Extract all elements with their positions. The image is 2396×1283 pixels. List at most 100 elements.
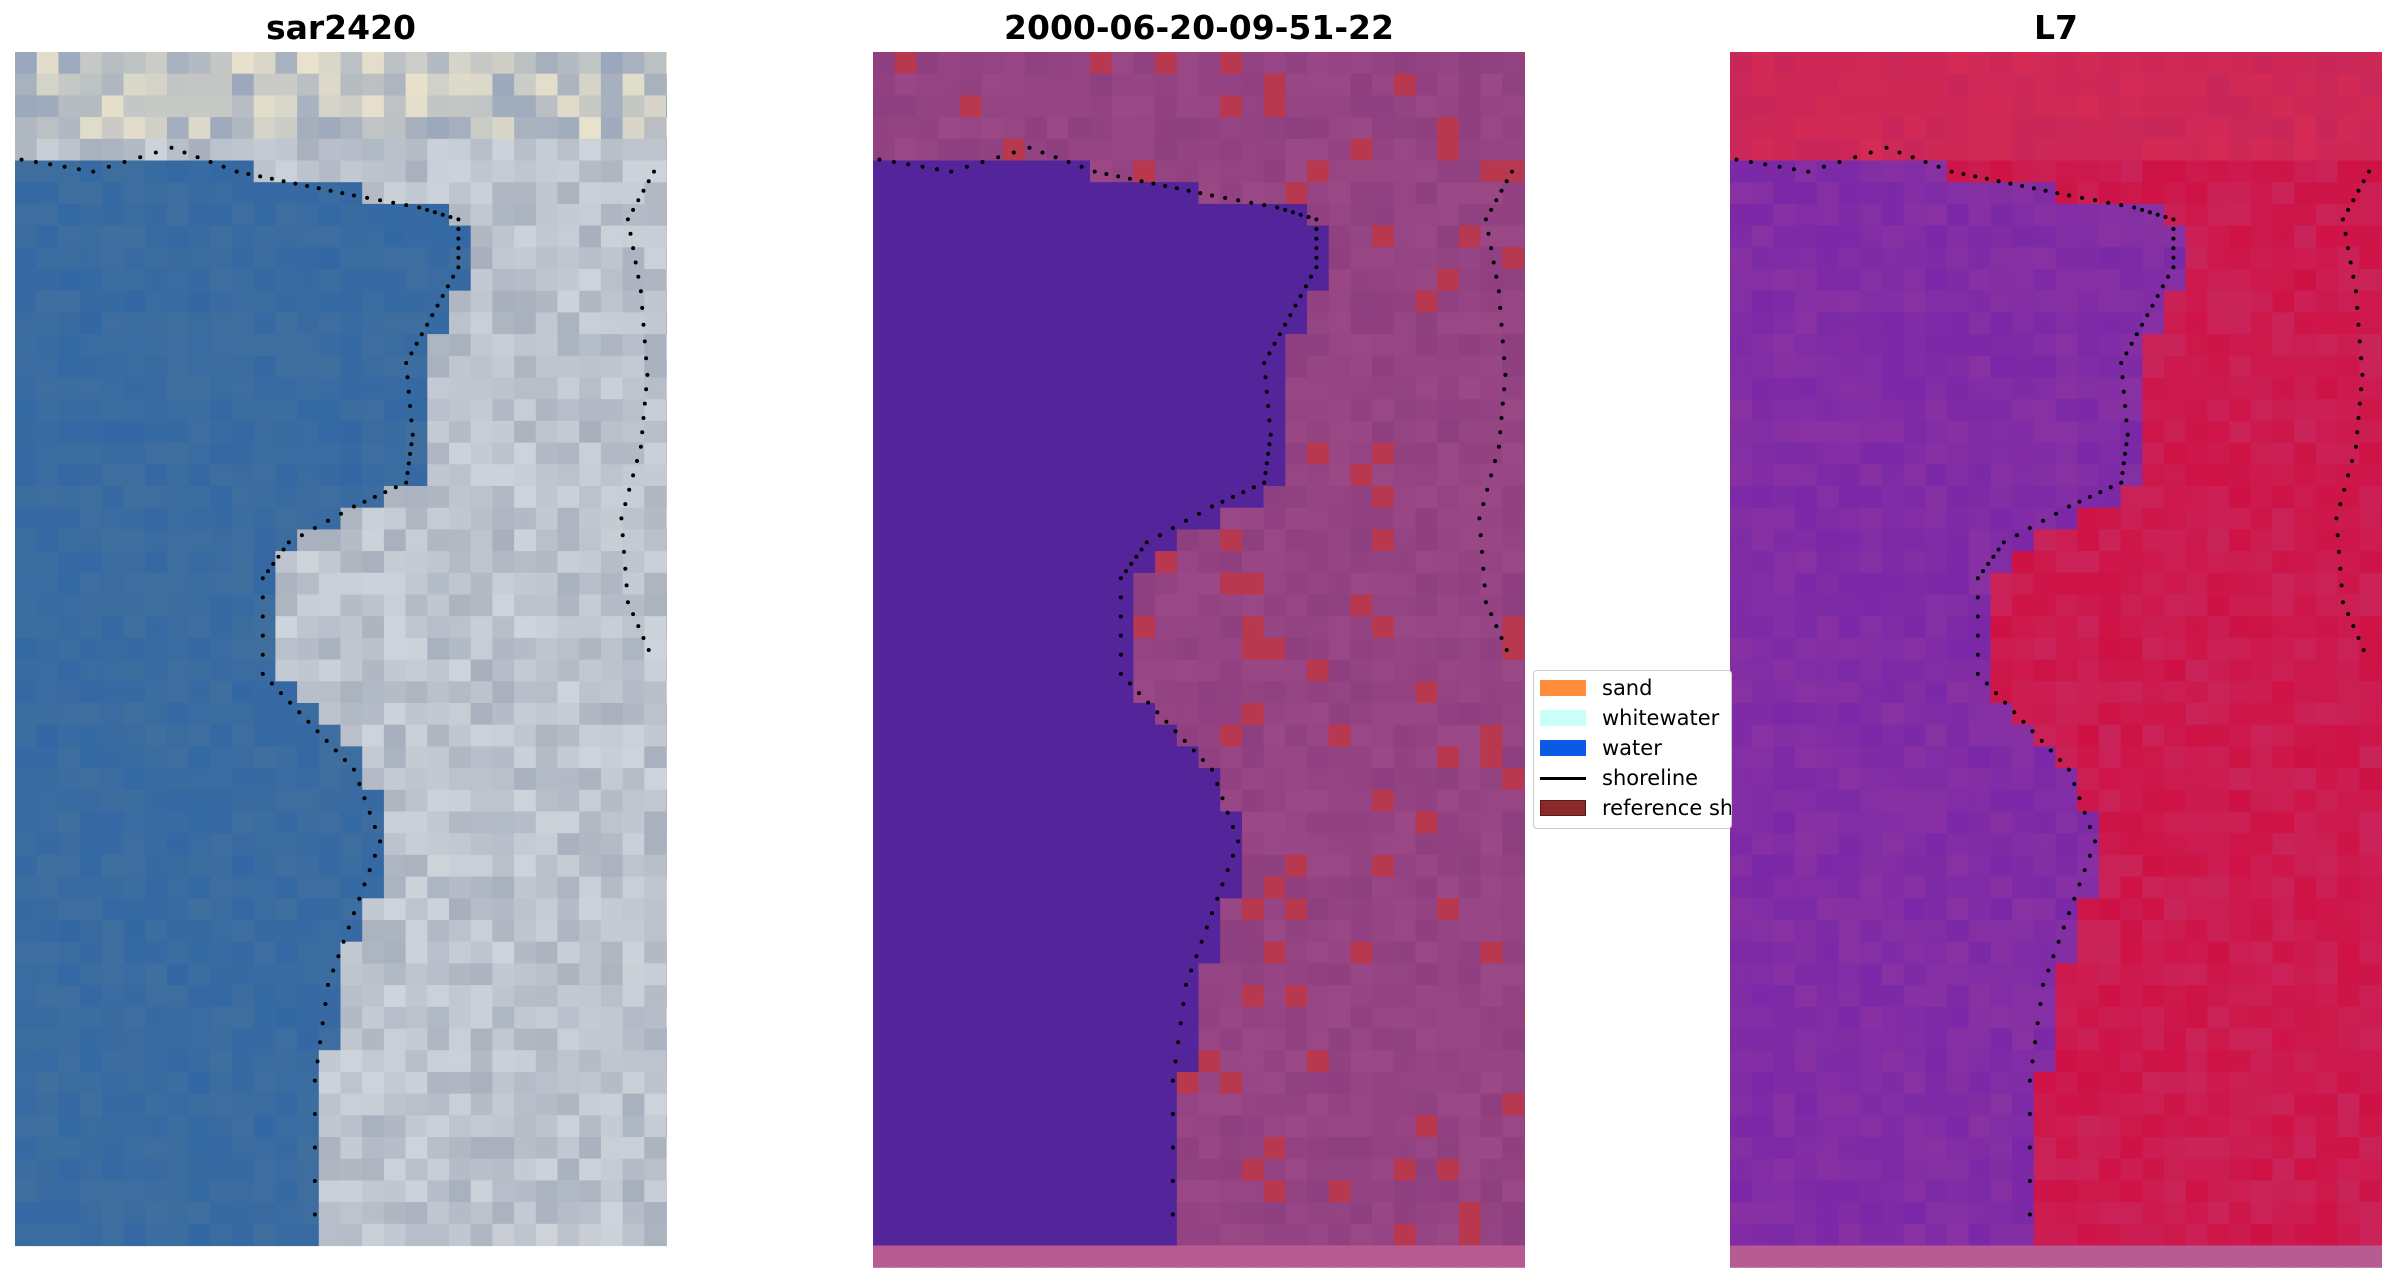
image-pixel — [894, 985, 917, 1008]
shoreline-point — [1118, 671, 1123, 676]
image-pixel — [514, 594, 537, 617]
image-pixel — [1220, 138, 1243, 162]
image-pixel — [383, 1202, 407, 1225]
image-pixel — [470, 1093, 493, 1116]
image-pixel — [318, 1115, 342, 1138]
image-pixel — [1263, 355, 1286, 379]
image-pixel — [1751, 442, 1774, 465]
image-pixel — [600, 876, 624, 899]
image-pixel — [2055, 572, 2078, 596]
image-pixel — [1751, 811, 1774, 834]
image-pixel — [1111, 529, 1134, 552]
image-pixel — [1220, 1115, 1243, 1138]
image-pixel — [1328, 594, 1351, 617]
image-pixel — [1241, 529, 1265, 552]
image-pixel — [1458, 1093, 1482, 1116]
shoreline-point — [1079, 164, 1084, 169]
image-pixel — [232, 203, 255, 227]
image-pixel — [145, 637, 168, 661]
image-pixel — [2207, 681, 2230, 704]
image-pixel — [340, 1202, 363, 1225]
image-pixel — [1751, 920, 1774, 943]
image-pixel — [1860, 117, 1883, 140]
image-pixel — [2272, 551, 2295, 574]
image-pixel — [938, 551, 961, 574]
image-pixel — [1241, 724, 1265, 747]
image-pixel — [383, 898, 407, 921]
image-pixel — [492, 1006, 515, 1030]
image-pixel — [2207, 507, 2230, 530]
image-pixel — [470, 507, 493, 530]
image-pixel — [2185, 854, 2208, 878]
image-pixel — [2207, 464, 2230, 487]
image-pixel — [600, 377, 624, 400]
image-pixel — [1024, 95, 1048, 118]
image-pixel — [1730, 529, 1753, 552]
image-pixel — [1307, 876, 1330, 899]
image-pixel — [1328, 616, 1351, 639]
image-pixel — [981, 225, 1004, 248]
image-pixel — [253, 572, 276, 596]
image-pixel — [58, 768, 81, 791]
image-pixel — [2315, 746, 2339, 769]
image-pixel — [514, 963, 537, 986]
image-pixel — [1176, 160, 1200, 183]
image-pixel — [80, 1093, 103, 1116]
image-pixel — [275, 985, 298, 1008]
image-pixel — [2207, 334, 2230, 357]
image-pixel — [1090, 529, 1113, 552]
image-pixel — [449, 768, 472, 791]
image-pixel — [622, 1137, 645, 1160]
image-pixel — [1480, 789, 1503, 813]
image-pixel — [1372, 160, 1395, 183]
image-pixel — [1003, 247, 1026, 270]
image-pixel — [1458, 637, 1482, 661]
image-pixel — [58, 117, 81, 140]
image-pixel — [1024, 833, 1048, 856]
image-pixel — [1198, 920, 1221, 943]
image-pixel — [1090, 95, 1113, 118]
image-pixel — [2012, 52, 2035, 75]
image-pixel — [2381, 746, 2382, 769]
image-pixel — [1003, 486, 1026, 509]
image-pixel — [2077, 334, 2100, 357]
image-pixel — [2381, 312, 2382, 335]
image-pixel — [275, 117, 298, 140]
image-pixel — [166, 811, 190, 834]
image-pixel — [1372, 1137, 1395, 1160]
image-pixel — [232, 985, 255, 1008]
image-pixel — [1133, 73, 1156, 96]
image-pixel — [666, 854, 667, 878]
image-pixel — [666, 269, 667, 292]
image-pixel — [1111, 768, 1134, 791]
image-pixel — [210, 312, 233, 335]
image-pixel — [2337, 138, 2360, 162]
image-pixel — [981, 703, 1004, 726]
image-pixel — [1068, 247, 1091, 270]
image-pixel — [2033, 703, 2057, 726]
image-pixel — [2164, 399, 2187, 422]
image-pixel — [2077, 789, 2100, 813]
image-pixel — [894, 876, 917, 899]
image-pixel — [1024, 681, 1048, 704]
image-pixel — [383, 1093, 407, 1116]
image-pixel — [1838, 768, 1861, 791]
image-pixel — [1838, 616, 1861, 639]
image-pixel — [1263, 225, 1286, 248]
image-pixel — [449, 507, 472, 530]
image-pixel — [1090, 1050, 1113, 1073]
image-pixel — [2272, 703, 2295, 726]
image-pixel — [959, 616, 983, 639]
image-pixel — [166, 355, 190, 379]
image-pixel — [959, 1050, 983, 1073]
image-pixel — [1947, 811, 1970, 834]
image-pixel — [1328, 768, 1351, 791]
image-pixel — [2229, 442, 2252, 465]
image-pixel — [1372, 1245, 1395, 1268]
image-pixel — [1458, 1202, 1482, 1225]
image-pixel — [1176, 1137, 1200, 1160]
shoreline-point — [652, 169, 656, 174]
image-pixel — [1480, 594, 1503, 617]
shoreline-point — [622, 549, 626, 554]
image-pixel — [80, 833, 103, 856]
